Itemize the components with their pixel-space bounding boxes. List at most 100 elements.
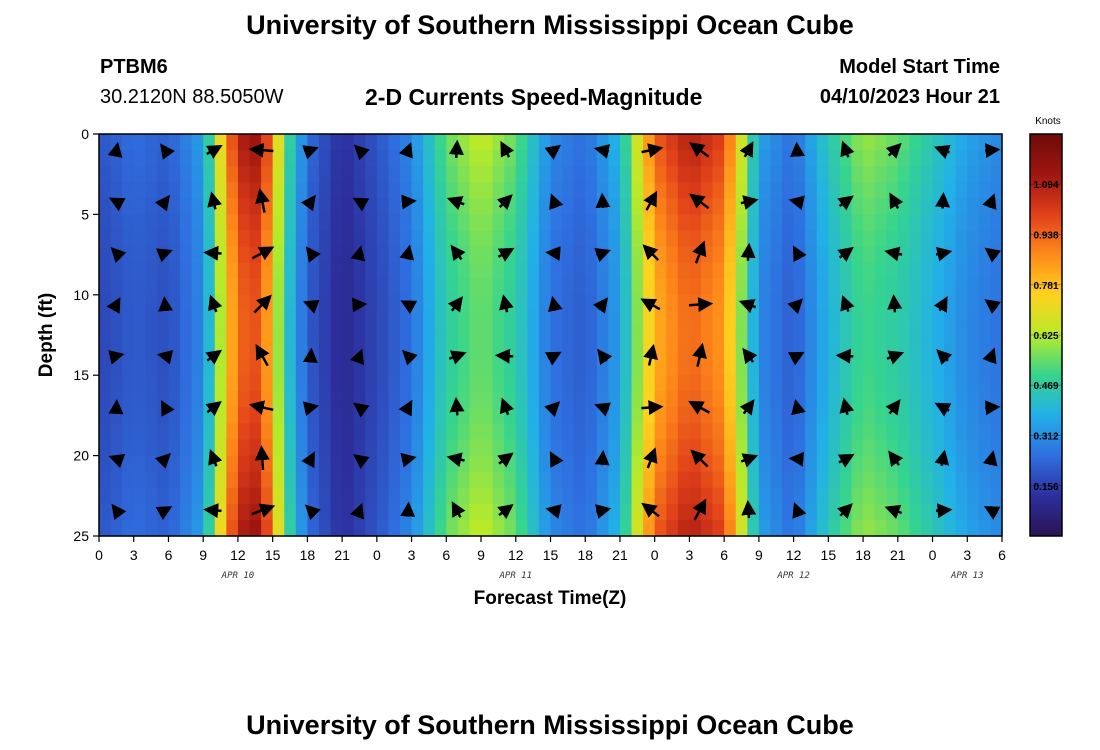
heat-cell — [481, 423, 494, 441]
current-arrow — [108, 454, 126, 469]
heat-cell — [307, 359, 320, 376]
current-arrow — [305, 246, 321, 263]
current-arrow — [688, 400, 711, 415]
chart-subtitle: 2-D Currents Speed-Magnitude — [365, 84, 703, 110]
heat-cell — [782, 391, 795, 408]
heat-cell — [99, 230, 112, 248]
heat-cell — [886, 423, 899, 441]
heat-cell — [978, 166, 992, 183]
heat-cell — [874, 310, 887, 328]
heat-cell — [515, 375, 528, 392]
heat-cell — [944, 375, 957, 392]
heat-cell — [897, 326, 910, 344]
current-arrow — [885, 399, 901, 416]
heat-cell — [608, 439, 621, 457]
heat-cell — [816, 166, 829, 183]
heat-cell — [457, 423, 471, 441]
heat-cell — [168, 294, 181, 312]
heat-cell — [515, 166, 528, 183]
heat-cell — [411, 503, 424, 521]
heat-cell — [944, 262, 957, 280]
heat-cell — [677, 310, 691, 328]
heat-cell — [619, 294, 633, 312]
heat-cell — [388, 359, 401, 376]
heat-cell — [481, 246, 494, 264]
heat-cell — [214, 182, 227, 199]
heat-cell — [353, 134, 366, 151]
heat-cell — [284, 407, 297, 425]
heat-cell — [920, 166, 934, 183]
heat-cell — [805, 246, 818, 264]
heat-cell — [492, 359, 505, 376]
heat-cell — [272, 439, 285, 457]
heat-cell — [955, 246, 968, 264]
heat-cell — [145, 182, 158, 199]
heat-cell — [365, 182, 378, 199]
heat-cell — [145, 214, 158, 232]
heat-cell — [214, 278, 227, 296]
heat-cell — [272, 391, 285, 408]
current-arrow — [593, 144, 611, 159]
heat-cell — [434, 150, 447, 167]
heat-cell — [828, 246, 841, 264]
heat-cell — [677, 503, 691, 521]
heat-cell — [110, 230, 123, 248]
heat-cell — [735, 455, 748, 473]
current-arrow — [154, 194, 171, 212]
heat-cell — [712, 407, 725, 425]
heat-cell — [214, 326, 227, 344]
heat-cell — [191, 439, 204, 457]
heat-cell — [955, 326, 968, 344]
heat-cell — [156, 230, 170, 248]
heat-cell — [562, 230, 575, 248]
heat-cell — [434, 246, 447, 264]
heat-cell — [816, 391, 829, 408]
heat-cell — [261, 391, 274, 408]
current-arrow — [595, 192, 611, 209]
current-arrow — [985, 400, 1001, 416]
heat-cell — [284, 439, 297, 457]
heat-cell — [515, 278, 528, 296]
heat-cell — [400, 214, 413, 232]
heat-cell — [596, 359, 609, 376]
heat-cell — [747, 182, 760, 199]
heat-cell — [562, 487, 575, 505]
current-arrow — [350, 502, 365, 520]
heat-cell — [99, 262, 112, 280]
heat-cell — [573, 359, 586, 376]
heat-cell — [596, 423, 609, 441]
heat-cell — [469, 326, 482, 344]
heat-cell — [191, 407, 204, 425]
heat-cell — [666, 310, 679, 328]
heat-cell — [758, 214, 772, 232]
heat-cell — [735, 503, 748, 521]
heat-cell — [237, 503, 251, 521]
heat-cell — [492, 230, 505, 248]
heat-cell — [735, 359, 748, 376]
heat-cell — [469, 391, 482, 408]
heat-cell — [180, 214, 193, 232]
heat-cell — [330, 326, 343, 344]
current-arrow — [837, 453, 855, 468]
heat-cell — [295, 455, 308, 473]
heat-cell — [758, 198, 772, 215]
heat-cell — [318, 359, 332, 376]
heat-cell — [654, 455, 667, 473]
heat-cell — [457, 343, 471, 360]
heat-cell — [249, 214, 262, 232]
heat-cell — [654, 503, 667, 521]
current-arrow — [353, 453, 370, 470]
heat-cell — [677, 214, 691, 232]
current-arrow — [741, 500, 757, 519]
heat-cell — [874, 278, 887, 296]
heat-cell — [689, 375, 702, 392]
current-arrow — [840, 140, 855, 158]
heat-cell — [538, 503, 552, 521]
heat-cell — [758, 423, 772, 441]
heat-cell — [515, 294, 528, 312]
heat-cell — [423, 407, 436, 425]
heat-cell — [226, 278, 239, 296]
heat-cell — [214, 230, 227, 248]
heat-cell — [886, 262, 899, 280]
heat-cell — [944, 423, 957, 441]
